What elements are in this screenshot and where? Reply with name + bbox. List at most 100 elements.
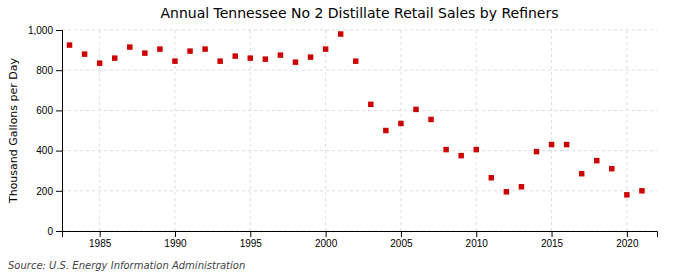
x-tick: 2020 — [616, 231, 639, 249]
x-axis: 1985 1990 1995 2000 2005 2010 2015 2020 — [63, 231, 658, 249]
point — [157, 46, 162, 51]
point — [549, 142, 554, 147]
grid-line-y — [62, 190, 657, 191]
y-axis-label: Thousand Gallons per Day — [7, 57, 20, 204]
grid-line-y — [62, 110, 657, 111]
point — [172, 58, 177, 63]
y-tick: 800 — [36, 65, 62, 76]
y-tick-label: 200 — [36, 186, 53, 197]
point — [142, 50, 147, 55]
y-tick: 400 — [36, 145, 62, 156]
chart-container: 1985 1990 1995 2000 2005 2010 2015 2020 0 200 400 6… — [0, 0, 675, 275]
y-tick-mark — [56, 110, 62, 111]
x-tick-label: 2020 — [616, 238, 639, 249]
y-axis-line — [56, 31, 63, 232]
x-axis-line — [63, 232, 658, 238]
y-tick: 200 — [36, 186, 62, 197]
x-tick-label: 2015 — [541, 238, 564, 249]
point — [368, 102, 373, 107]
y-tick-mark — [56, 70, 62, 71]
point — [293, 59, 298, 64]
point — [504, 189, 509, 194]
y-tick-label: 600 — [36, 105, 53, 116]
grid-line-x — [551, 30, 552, 231]
point — [217, 58, 222, 63]
point — [413, 107, 418, 112]
x-tick-mark — [175, 231, 176, 237]
x-tick-label: 1990 — [164, 238, 187, 249]
x-tick-label: 1985 — [89, 238, 112, 249]
point — [278, 52, 283, 57]
point — [519, 184, 524, 189]
x-tick-label: 1995 — [240, 238, 263, 249]
point — [474, 147, 479, 152]
x-tick: 1985 — [89, 231, 112, 249]
point — [187, 48, 192, 53]
grid-line-x — [99, 30, 100, 231]
x-tick: 2010 — [466, 231, 489, 249]
grid-line-x — [476, 30, 477, 231]
point — [353, 58, 358, 63]
point — [308, 54, 313, 59]
chart-svg: 1985 1990 1995 2000 2005 2010 2015 2020 0 200 400 6… — [0, 0, 675, 275]
x-tick: 2015 — [541, 231, 564, 249]
point — [202, 46, 207, 51]
point — [323, 46, 328, 51]
point — [248, 55, 253, 60]
y-tick-label: 400 — [36, 145, 53, 156]
point — [398, 121, 403, 126]
x-tick: 2000 — [315, 231, 338, 249]
point — [594, 158, 599, 163]
point — [624, 192, 629, 197]
grid-line-y — [62, 70, 657, 71]
point — [263, 56, 268, 61]
x-tick-mark — [326, 231, 327, 237]
point — [112, 55, 117, 60]
x-tick: 1990 — [164, 231, 187, 249]
grid-line-y — [62, 150, 657, 151]
point — [579, 171, 584, 176]
point — [489, 175, 494, 180]
point — [534, 149, 539, 154]
points — [67, 31, 645, 197]
y-tick-label: 0 — [47, 226, 53, 237]
point — [67, 42, 72, 47]
y-tick-mark — [56, 231, 62, 232]
y-tick: 600 — [36, 105, 62, 116]
x-tick-label: 2010 — [466, 238, 489, 249]
title: Annual Tennessee No 2 Distillate Retail … — [160, 5, 558, 21]
y-tick: 0 — [47, 226, 62, 237]
grid — [62, 30, 657, 231]
point — [338, 31, 343, 36]
x-tick: 2005 — [390, 231, 413, 249]
x-tick-mark — [627, 231, 628, 237]
x-tick-label: 2005 — [390, 238, 413, 249]
point — [428, 117, 433, 122]
point — [609, 166, 614, 171]
x-tick-mark — [401, 231, 402, 237]
point — [383, 128, 388, 133]
point — [639, 188, 644, 193]
x-tick: 1995 — [240, 231, 263, 249]
y-tick-mark — [56, 30, 62, 31]
point — [232, 53, 237, 58]
grid-line-x — [325, 30, 326, 231]
x-tick-label: 2000 — [315, 238, 338, 249]
x-tick-mark — [552, 231, 553, 237]
source-note: Source: U.S. Energy Information Administ… — [8, 260, 245, 271]
x-tick-mark — [250, 231, 251, 237]
x-tick-mark — [100, 231, 101, 237]
y-axis: 0 200 400 600 800 1,000 — [28, 25, 63, 237]
grid-line-y — [62, 30, 657, 31]
x-tick-mark — [476, 231, 477, 237]
point — [82, 51, 87, 56]
grid-line-x — [400, 30, 401, 231]
point — [97, 60, 102, 65]
point — [443, 147, 448, 152]
y-tick-mark — [56, 191, 62, 192]
point — [564, 142, 569, 147]
y-tick-mark — [56, 151, 62, 152]
y-tick-label: 1,000 — [28, 25, 53, 36]
y-tick-label: 800 — [36, 65, 53, 76]
grid-line-x — [626, 30, 627, 231]
